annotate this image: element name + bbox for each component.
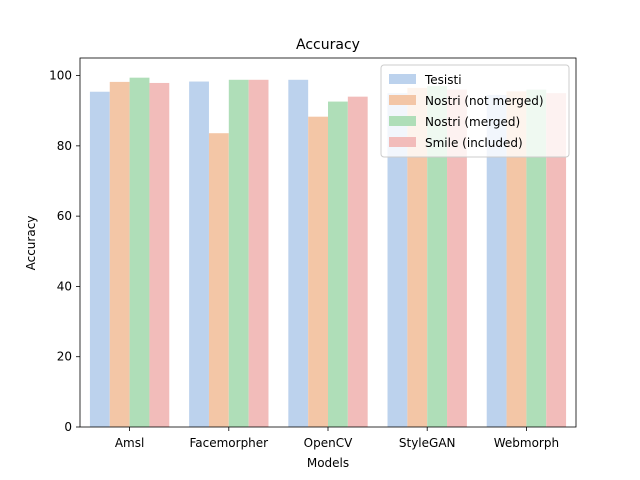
bar-webmorph-series-1 — [506, 91, 527, 427]
legend-label: Tesisti — [424, 73, 462, 87]
bars-layer — [89, 77, 567, 428]
bar-opencv-series-2 — [328, 101, 348, 427]
legend-box — [380, 64, 570, 158]
legend-label: Nostri (not merged) — [425, 94, 544, 108]
legend-swatch — [389, 116, 416, 126]
y-tick-label: 0 — [64, 420, 72, 434]
bar-facemorpher-series-3 — [248, 79, 269, 427]
y-tick-label: 40 — [57, 279, 72, 293]
bar-stylegan-series-0 — [387, 93, 408, 428]
legend: Tesisti Nostri (not merged) Nostri (merged… — [380, 64, 570, 158]
plot-frame — [79, 57, 577, 428]
bar-amsl-series-1 — [109, 81, 130, 427]
bar-stylegan-series-2 — [427, 86, 448, 427]
bar-facemorpher-series-1 — [208, 133, 229, 427]
y-tick-label: 60 — [57, 209, 72, 223]
bar-facemorpher-series-2 — [228, 79, 249, 427]
bar-opencv-series-0 — [288, 79, 309, 427]
bar-webmorph-series-0 — [486, 94, 507, 428]
bar-stylegan-series-3 — [447, 89, 467, 427]
bar-amsl-series-0 — [89, 91, 110, 427]
y-tick-label: 80 — [57, 139, 72, 153]
legend-swatch — [389, 137, 416, 147]
chart-title: Accuracy — [296, 37, 360, 53]
x-tick-label: StyleGAN — [399, 436, 456, 450]
x-tick-label: Facemorpher — [189, 436, 268, 450]
bar-facemorpher-series-0 — [189, 81, 209, 427]
bar-stylegan-series-1 — [407, 87, 428, 427]
legend-label: Smile (included) — [425, 136, 523, 150]
x-tick-label: Amsl — [115, 436, 144, 450]
bar-amsl-series-2 — [129, 77, 150, 428]
legend-swatch — [389, 95, 416, 105]
y-tick-label: 100 — [49, 69, 72, 83]
y-axis-label: Accuracy — [24, 216, 38, 271]
axes-layer: Amsl Facemorpher OpenCV StyleGAN Webmorph 0 20… — [49, 57, 577, 450]
bar-opencv-series-1 — [308, 116, 328, 427]
bar-webmorph-series-2 — [526, 89, 547, 427]
bar-opencv-series-3 — [347, 96, 368, 428]
x-tick-label: Webmorph — [494, 436, 559, 450]
y-tick-label: 20 — [57, 350, 72, 364]
x-tick-label: OpenCV — [304, 436, 353, 450]
bar-amsl-series-3 — [149, 82, 170, 428]
legend-swatch — [389, 74, 416, 84]
bar-webmorph-series-3 — [546, 93, 567, 428]
legend-label: Nostri (merged) — [425, 115, 520, 129]
x-axis-label: Models — [307, 456, 349, 470]
